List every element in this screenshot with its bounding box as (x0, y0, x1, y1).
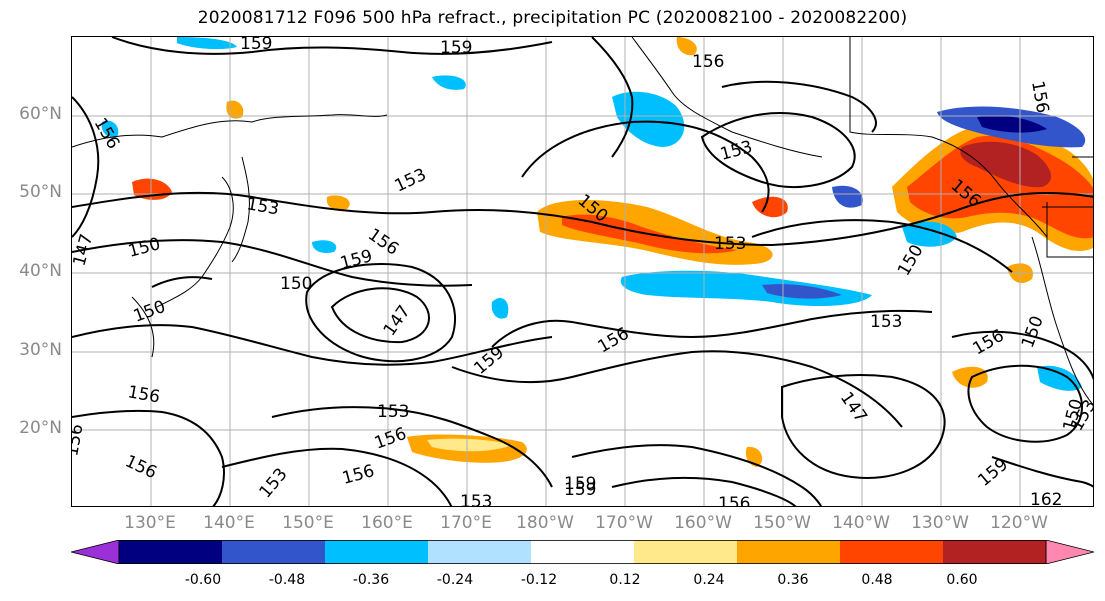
lat-label-50n: 50°N (19, 182, 62, 202)
colorbar-tick: -0.36 (352, 572, 390, 588)
contour-label: 159 (240, 37, 272, 54)
colorbar-extension-low (71, 540, 120, 564)
contour-label: 147 (380, 302, 415, 340)
contour-label: 159 (470, 343, 508, 379)
contour-label: 159 (974, 455, 1012, 491)
lon-label: 160°E (361, 513, 413, 533)
contour-label: 153 (718, 137, 755, 165)
contour-label: 150 (894, 241, 928, 279)
precip-blob (491, 297, 509, 319)
colorbar-segment (634, 540, 738, 564)
contour-label: 156 (718, 494, 750, 507)
lon-label: 170°E (440, 513, 492, 533)
contour-label: 156 (372, 424, 409, 454)
contour-label: 159 (338, 246, 375, 274)
contour-label: 159 (564, 474, 596, 494)
precip-blob (432, 75, 466, 90)
colorbar-tick: -0.60 (184, 572, 222, 588)
lat-label-60n: 60°N (19, 104, 62, 124)
colorbar-segment (943, 540, 1047, 564)
contour-label: 156 (122, 451, 160, 483)
contour-label: 156 (72, 422, 88, 457)
colorbar-segment (222, 540, 326, 564)
colorbar-segment (531, 540, 635, 564)
lon-label: 170°W (595, 513, 653, 533)
precip-blob (832, 185, 863, 208)
map-canvas: 159 159 156 156 156 153 153 147 150 156 … (72, 37, 1093, 507)
contour-label: 153 (870, 312, 902, 332)
lon-label: 160°W (674, 513, 732, 533)
colorbar (71, 540, 1094, 564)
contour-label: 153 (377, 402, 409, 422)
contour-label: 150 (126, 234, 163, 262)
colorbar-tick: -0.48 (268, 572, 306, 588)
contour-label: 156 (970, 326, 1008, 360)
colorbar-tick: 0.36 (777, 572, 809, 588)
colorbar-tick: 0.24 (693, 572, 725, 588)
precip-blob (326, 195, 350, 210)
map-panel: 159 159 156 156 156 153 153 147 150 156 … (71, 36, 1094, 507)
colorbar-segment (428, 540, 532, 564)
colorbar-frame (118, 540, 1047, 564)
contour-label: 153 (460, 492, 492, 507)
contour-label: 156 (126, 382, 161, 407)
contour-label: 159 (440, 38, 472, 58)
map-title: 2020081712 F096 500 hPa refract., precip… (197, 8, 908, 28)
colorbar-tick: 0.48 (861, 572, 893, 588)
lon-label: 150°W (753, 513, 811, 533)
colorbar-segment (119, 540, 223, 564)
contour-label: 156 (340, 461, 377, 489)
precip-blob (226, 100, 244, 119)
colorbar-tick: 0.12 (609, 572, 641, 588)
precip-blob (977, 115, 1047, 133)
contour-label: 153 (245, 194, 280, 219)
contour-label: 159 (564, 480, 596, 500)
contour-label: 153 (714, 234, 746, 254)
precip-blob (952, 366, 988, 388)
contour-labels: 159 159 156 156 156 153 153 147 150 156 … (72, 37, 1093, 507)
contour-label: 162 (1030, 490, 1062, 507)
lon-label: 130°E (124, 513, 176, 533)
precip-blob (676, 37, 697, 56)
colorbar-extension-high (1045, 540, 1094, 564)
contour-label: 153 (256, 464, 292, 502)
lat-label-30n: 30°N (19, 340, 62, 360)
contour-label: 150 (1018, 313, 1048, 350)
precip-blob (101, 120, 119, 138)
precip-blob (762, 284, 842, 299)
precip-blob (612, 91, 685, 147)
precip-blob (620, 270, 872, 307)
contour-label: 150 (280, 274, 312, 294)
precip-blob (1037, 365, 1082, 391)
lat-label-20n: 20°N (19, 418, 62, 438)
precip-blob (752, 196, 788, 218)
colorbar-segment (325, 540, 429, 564)
colorbar-tick: -0.24 (436, 572, 474, 588)
lon-label: 180°W (516, 513, 574, 533)
coastlines (72, 37, 1093, 406)
refractivity-contours (72, 37, 1093, 506)
precipitation-shading (101, 37, 1093, 467)
precip-blob (960, 141, 1052, 188)
lon-label: 130°W (911, 513, 969, 533)
lon-label: 140°W (832, 513, 890, 533)
lat-label-40n: 40°N (19, 261, 62, 281)
contour-label: 153 (392, 165, 430, 197)
lon-label: 150°E (282, 513, 334, 533)
precip-blob (312, 240, 337, 253)
colorbar-tick: -0.12 (520, 572, 558, 588)
colorbar-segment (737, 540, 841, 564)
graticule (72, 37, 1093, 506)
colorbar-tick: 0.60 (946, 572, 978, 588)
colorbar-segment (840, 540, 944, 564)
precip-blob (177, 37, 237, 50)
precip-blob (902, 221, 957, 247)
contour-label: 156 (1027, 79, 1052, 114)
contour-label: 147 (72, 232, 97, 269)
contour-label: 156 (692, 52, 724, 72)
precip-blob (427, 438, 512, 452)
lon-label: 140°E (203, 513, 255, 533)
lon-label: 120°W (990, 513, 1048, 533)
